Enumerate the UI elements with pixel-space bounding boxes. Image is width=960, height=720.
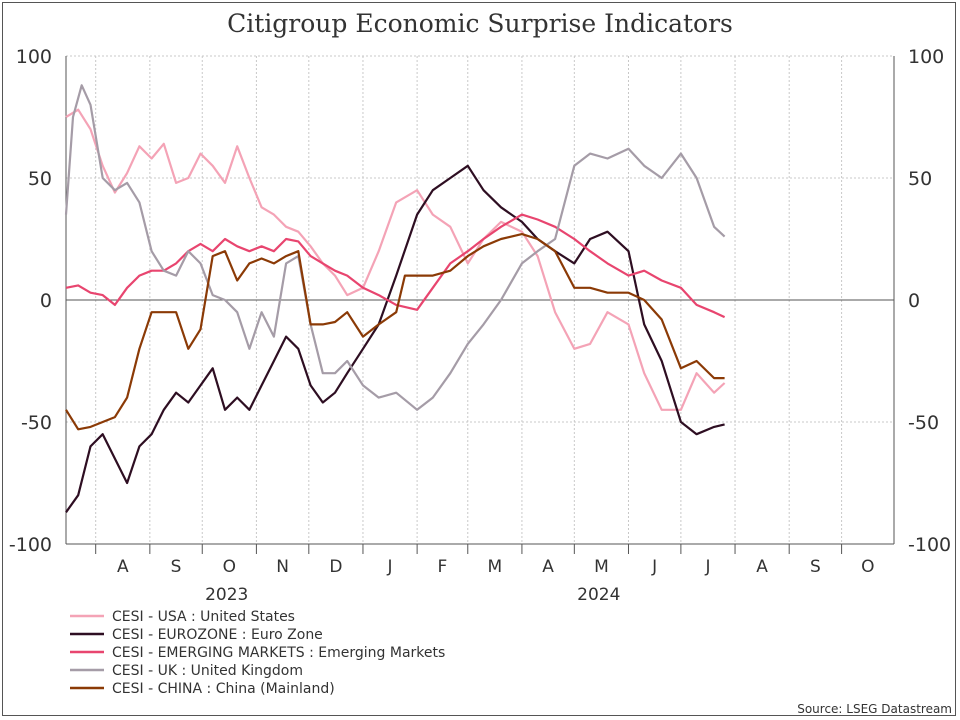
x-tick-label: J [387, 557, 393, 577]
legend-label: CESI - CHINA : China (Mainland) [112, 681, 335, 697]
y-tick-label-right: -100 [908, 534, 951, 556]
series-line-2 [65, 164, 725, 513]
y-tick-label-right: -50 [908, 412, 939, 434]
series-line-3 [65, 213, 726, 319]
legend-label: CESI - USA : United States [112, 609, 295, 625]
legend-label: CESI - UK : United Kingdom [112, 663, 303, 679]
x-tick-label: J [651, 557, 657, 577]
legend-label: CESI - EMERGING MARKETS : Emerging Marke… [112, 645, 445, 661]
x-tick-label: J [704, 557, 710, 577]
legend-label: CESI - EUROZONE : Euro Zone [112, 627, 323, 643]
series-line-1 [65, 108, 726, 411]
x-tick-label: O [861, 557, 874, 577]
year-label: 2024 [577, 585, 620, 605]
y-tick-label-left: -100 [9, 534, 52, 556]
y-tick-label-left: -50 [21, 412, 52, 434]
x-tick-label: M [594, 557, 609, 577]
x-tick-label: D [329, 557, 342, 577]
x-tick-label: M [488, 557, 503, 577]
year-label: 2023 [205, 585, 248, 605]
x-tick-label: F [438, 557, 448, 577]
series-line-4 [64, 84, 726, 411]
x-tick-label: S [171, 557, 182, 577]
axes: 100 100 50 50 0 0 -50 -50 -100 -100 A S O N D J F M A M J J A S… [9, 46, 951, 605]
y-tick-label-right: 100 [908, 46, 944, 68]
x-tick-label: O [223, 557, 236, 577]
x-tick-label: S [810, 557, 821, 577]
x-tick-label: A [542, 557, 554, 577]
x-tick-label: A [756, 557, 768, 577]
series-line-5 [65, 233, 725, 431]
y-tick-label-right: 0 [908, 290, 920, 312]
y-tick-label-left: 0 [40, 290, 52, 312]
x-tick-label: N [276, 557, 289, 577]
series-lines [64, 84, 726, 513]
y-tick-label-right: 50 [908, 168, 932, 190]
y-tick-label-left: 50 [28, 168, 52, 190]
chart-title: Citigroup Economic Surprise Indicators [227, 9, 733, 38]
source-note: Source: LSEG Datastream [797, 702, 952, 716]
legend: CESI - USA : United States CESI - EUROZON… [70, 609, 445, 697]
y-tick-label-left: 100 [16, 46, 52, 68]
x-tick-label: A [117, 557, 129, 577]
